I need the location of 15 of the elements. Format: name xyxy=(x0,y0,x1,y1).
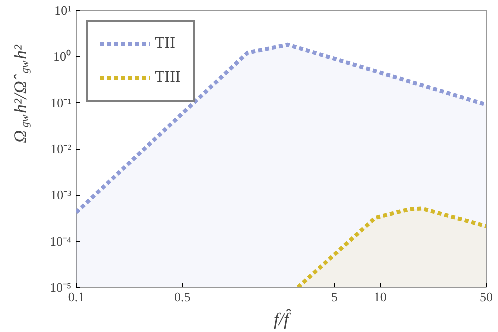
y-tick-label: 10⁻⁴ xyxy=(50,234,72,249)
y-tick-label: 10⁻² xyxy=(50,142,72,156)
legend-label: TIII xyxy=(155,69,181,87)
x-tick-label: 0.1 xyxy=(68,290,85,304)
y-tick-label: 10⁻³ xyxy=(50,188,72,203)
y-tick-label: 10¹ xyxy=(54,3,72,18)
y-tick-label: 10⁰ xyxy=(54,49,72,64)
y-tick-label: 10⁻¹ xyxy=(50,95,72,110)
x-tick-label: 0.5 xyxy=(174,290,191,304)
x-tick-label: 50 xyxy=(480,290,493,304)
legend-label: TII xyxy=(155,35,176,53)
x-tick-label: 5 xyxy=(331,290,338,304)
x-tick-label: 10 xyxy=(374,290,387,304)
y-axis-title: Ωgwh²/Ω̂gwh² xyxy=(10,44,32,144)
x-axis-title: f/f̂ xyxy=(274,308,292,330)
